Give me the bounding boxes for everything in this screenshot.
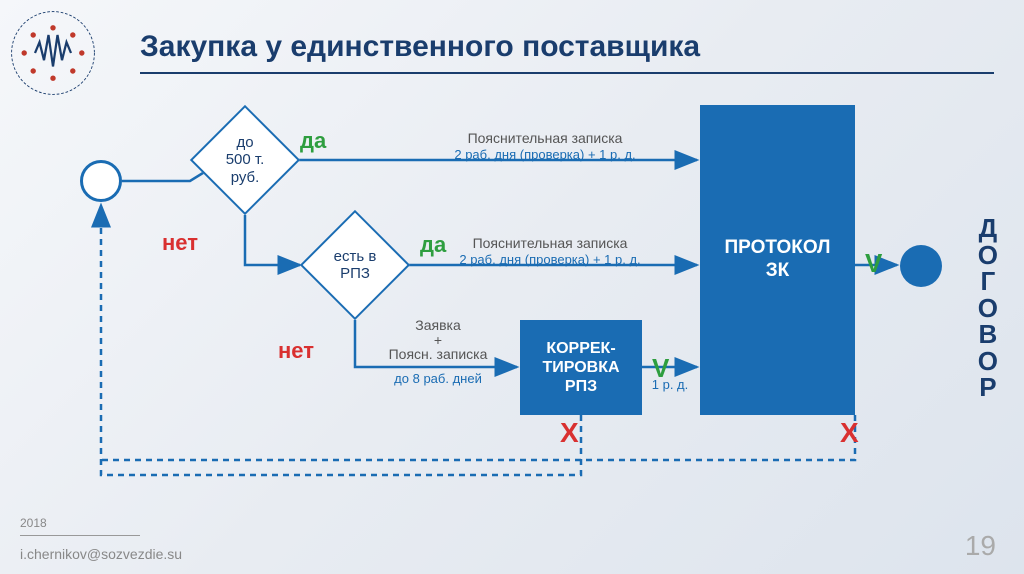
label-1: 2 раб. дня (проверка) + 1 р. д.	[445, 148, 645, 163]
label-8: 1 р. д.	[645, 378, 695, 393]
label-7: до 8 раб. дней	[378, 372, 498, 387]
label-2: Пояснительная записка	[450, 235, 650, 251]
label-6: Поясн. записка	[378, 346, 498, 362]
decision-d2: есть вРПЗ	[300, 210, 410, 320]
label-3: 2 раб. дня (проверка) + 1 р. д.	[450, 253, 650, 268]
start-node	[80, 160, 122, 202]
decision-d1: до500 т.руб.	[190, 105, 300, 215]
flag-yes-1: да	[300, 128, 326, 154]
flag-no-1: нет	[162, 230, 198, 256]
page-title: Закупка у единственного поставщика	[140, 30, 700, 64]
end-node	[900, 245, 942, 287]
process-korr: КОРРЕК-ТИРОВКАРПЗ	[520, 320, 642, 415]
xmark-1: X	[560, 417, 579, 449]
flag-yes-2: да	[420, 232, 446, 258]
flowchart-canvas: до500 т.руб. есть вРПЗ КОРРЕК-ТИРОВКАРПЗ…	[0, 80, 1024, 510]
footer-email: i.chernikov@sozvezdie.su	[20, 546, 182, 562]
xmark-2: X	[840, 417, 859, 449]
footer-year: 2018	[20, 516, 47, 530]
dogovor-label: ДОГОВОР	[978, 215, 998, 401]
page-number: 19	[965, 530, 996, 562]
process-protokol: ПРОТОКОЛЗК	[700, 105, 855, 415]
label-0: Пояснительная записка	[445, 130, 645, 146]
footer-line	[20, 535, 140, 536]
title-underline	[140, 72, 994, 74]
flag-no-2: нет	[278, 338, 314, 364]
vmark-2: V	[865, 248, 882, 279]
label-4: Заявка	[378, 317, 498, 333]
